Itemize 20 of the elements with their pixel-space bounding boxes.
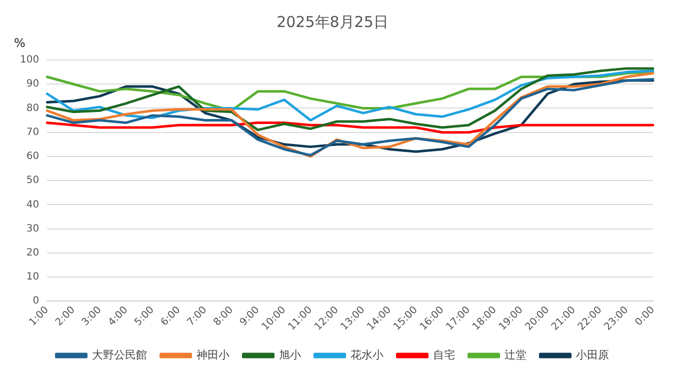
y-tick-label: 90	[26, 78, 40, 90]
legend-label: 花水小	[350, 348, 384, 362]
legend-label: 小田原	[576, 348, 609, 362]
legend-label: 自宅	[432, 348, 455, 362]
y-tick-label: 100	[20, 54, 40, 66]
legend-label: 辻堂	[504, 348, 526, 362]
y-tick-label: 30	[26, 223, 40, 234]
y-tick-label: 60	[26, 151, 40, 162]
legend-label: 大野公民館	[92, 348, 147, 362]
y-tick-label: 20	[26, 248, 40, 259]
y-axis-title: %	[14, 36, 26, 50]
y-tick-label: 50	[26, 175, 40, 186]
y-tick-label: 80	[26, 102, 40, 114]
chart-title: 2025年8月25日	[276, 12, 388, 31]
y-tick-label: 70	[26, 126, 40, 138]
y-tick-label: 10	[26, 272, 40, 283]
y-tick-label: 0	[32, 296, 40, 307]
y-tick-label: 40	[26, 199, 40, 210]
legend-label: 旭小	[278, 348, 301, 362]
legend-label: 神田小	[196, 348, 230, 362]
